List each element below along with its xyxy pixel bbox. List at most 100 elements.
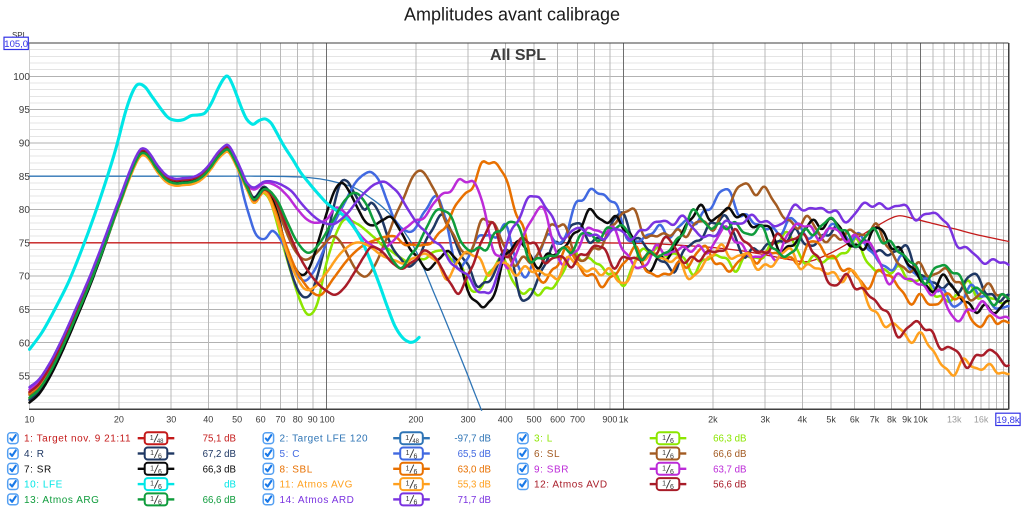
- svg-text:66,3 dB: 66,3 dB: [713, 434, 746, 445]
- svg-text:19,8k: 19,8k: [996, 415, 1019, 426]
- svg-text:1: 1: [150, 435, 154, 442]
- svg-text:14: Atmos ARD: 14: Atmos ARD: [280, 495, 355, 506]
- svg-text:9k: 9k: [902, 415, 912, 425]
- svg-text:900: 900: [602, 415, 617, 425]
- svg-text:5k: 5k: [826, 415, 836, 425]
- svg-text:10k: 10k: [913, 415, 928, 425]
- svg-text:7k: 7k: [870, 415, 880, 425]
- svg-text:70: 70: [19, 272, 31, 283]
- svg-text:70: 70: [275, 415, 285, 425]
- svg-text:8k: 8k: [887, 415, 897, 425]
- svg-text:6k: 6k: [850, 415, 860, 425]
- svg-text:Amplitudes avant calibrage: Amplitudes avant calibrage: [404, 5, 620, 25]
- svg-text:1: 1: [406, 481, 410, 488]
- svg-text:13: Atmos ARG: 13: Atmos ARG: [24, 495, 100, 506]
- svg-text:1k: 1k: [619, 415, 629, 425]
- svg-text:11: Atmos AVG: 11: Atmos AVG: [280, 480, 353, 491]
- svg-text:65: 65: [19, 305, 31, 316]
- svg-text:2k: 2k: [708, 415, 718, 425]
- svg-text:4k: 4k: [798, 415, 808, 425]
- svg-text:66,3 dB: 66,3 dB: [203, 464, 236, 475]
- svg-text:16k: 16k: [974, 415, 989, 425]
- svg-text:6: 6: [158, 484, 162, 491]
- svg-text:1: 1: [662, 435, 666, 442]
- svg-text:1: 1: [150, 496, 154, 503]
- svg-text:55: 55: [19, 372, 31, 383]
- svg-text:71,7 dB: 71,7 dB: [458, 495, 491, 506]
- svg-text:1: Target nov. 9 21:11: 1: Target nov. 9 21:11: [24, 434, 131, 445]
- svg-text:700: 700: [570, 415, 585, 425]
- svg-text:75,1 dB: 75,1 dB: [203, 434, 236, 445]
- svg-text:All SPL: All SPL: [490, 47, 546, 64]
- svg-text:300: 300: [461, 415, 476, 425]
- svg-text:1: 1: [662, 481, 666, 488]
- svg-text:50: 50: [232, 415, 242, 425]
- svg-text:1: 1: [150, 450, 154, 457]
- svg-text:66,6 dB: 66,6 dB: [203, 495, 236, 506]
- svg-text:63,7 dB: 63,7 dB: [713, 464, 746, 475]
- svg-text:6: 6: [670, 454, 674, 461]
- svg-text:1: 1: [406, 496, 410, 503]
- svg-text:40: 40: [203, 415, 213, 425]
- svg-text:90: 90: [308, 415, 318, 425]
- svg-text:3k: 3k: [760, 415, 770, 425]
- svg-text:60: 60: [19, 338, 31, 349]
- svg-text:400: 400: [498, 415, 513, 425]
- svg-text:6: 6: [670, 484, 674, 491]
- svg-text:1: 1: [150, 481, 154, 488]
- svg-text:6: 6: [413, 454, 417, 461]
- svg-text:10: LFE: 10: LFE: [24, 480, 63, 491]
- svg-text:100: 100: [320, 415, 335, 425]
- svg-text:10: 10: [24, 415, 34, 425]
- svg-text:6: 6: [158, 499, 162, 506]
- svg-text:6: 6: [158, 469, 162, 476]
- svg-text:1: 1: [662, 450, 666, 457]
- svg-text:5: C: 5: C: [280, 449, 301, 460]
- svg-text:1: 1: [405, 435, 409, 442]
- svg-text:6: 6: [158, 454, 162, 461]
- svg-text:95: 95: [19, 105, 31, 116]
- svg-text:6: 6: [670, 469, 674, 476]
- svg-text:48: 48: [157, 439, 164, 445]
- svg-text:55,3 dB: 55,3 dB: [458, 480, 491, 491]
- svg-text:30: 30: [166, 415, 176, 425]
- svg-text:63,0 dB: 63,0 dB: [458, 464, 491, 475]
- svg-text:12: Atmos AVD: 12: Atmos AVD: [534, 480, 608, 491]
- svg-text:1: 1: [406, 450, 410, 457]
- svg-text:6: 6: [670, 438, 674, 445]
- svg-text:3: L: 3: L: [534, 434, 553, 445]
- svg-text:85: 85: [19, 172, 31, 183]
- svg-text:500: 500: [527, 415, 542, 425]
- svg-text:SPL: SPL: [12, 31, 28, 40]
- svg-text:7: SR: 7: SR: [24, 464, 52, 475]
- svg-text:600: 600: [550, 415, 565, 425]
- svg-text:20: 20: [114, 415, 124, 425]
- svg-text:6: 6: [413, 469, 417, 476]
- svg-text:6: 6: [413, 484, 417, 491]
- svg-text:6: SL: 6: SL: [534, 449, 560, 460]
- svg-text:90: 90: [19, 139, 31, 150]
- svg-text:1: 1: [662, 465, 666, 472]
- svg-text:80: 80: [293, 415, 303, 425]
- svg-text:1: 1: [150, 465, 154, 472]
- svg-text:80: 80: [19, 205, 31, 216]
- svg-text:6: 6: [413, 499, 417, 506]
- svg-text:dB: dB: [224, 480, 236, 491]
- svg-text:60: 60: [256, 415, 266, 425]
- svg-text:105,0: 105,0: [4, 39, 28, 50]
- svg-text:1: 1: [406, 465, 410, 472]
- svg-text:200: 200: [408, 415, 423, 425]
- svg-text:65,5 dB: 65,5 dB: [458, 449, 491, 460]
- svg-text:48: 48: [412, 439, 419, 445]
- svg-text:2: Target LFE 120: 2: Target LFE 120: [280, 434, 369, 445]
- svg-text:13k: 13k: [947, 415, 962, 425]
- svg-text:8: SBL: 8: SBL: [280, 464, 313, 475]
- svg-text:66,6 dB: 66,6 dB: [713, 449, 746, 460]
- svg-text:75: 75: [19, 238, 31, 249]
- svg-text:4: R: 4: R: [24, 449, 45, 460]
- svg-text:100: 100: [13, 72, 30, 83]
- svg-text:56,6 dB: 56,6 dB: [713, 480, 746, 491]
- svg-text:9: SBR: 9: SBR: [534, 464, 569, 475]
- svg-text:67,2 dB: 67,2 dB: [203, 449, 236, 460]
- svg-text:-97,7 dB: -97,7 dB: [454, 434, 491, 445]
